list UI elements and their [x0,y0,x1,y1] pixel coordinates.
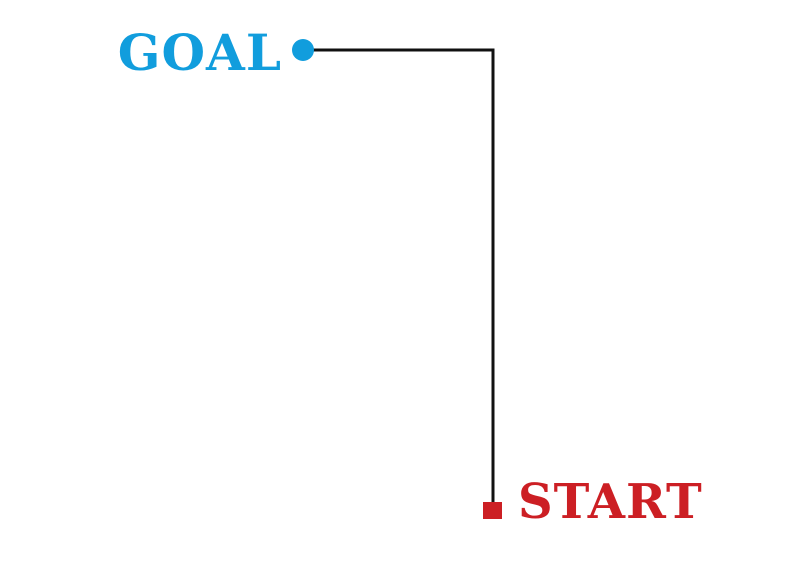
start-marker-icon [483,502,502,519]
path-line [303,48,495,508]
start-label: START [518,474,703,530]
goal-label: GOAL [117,23,282,82]
goal-marker-icon [292,39,314,61]
